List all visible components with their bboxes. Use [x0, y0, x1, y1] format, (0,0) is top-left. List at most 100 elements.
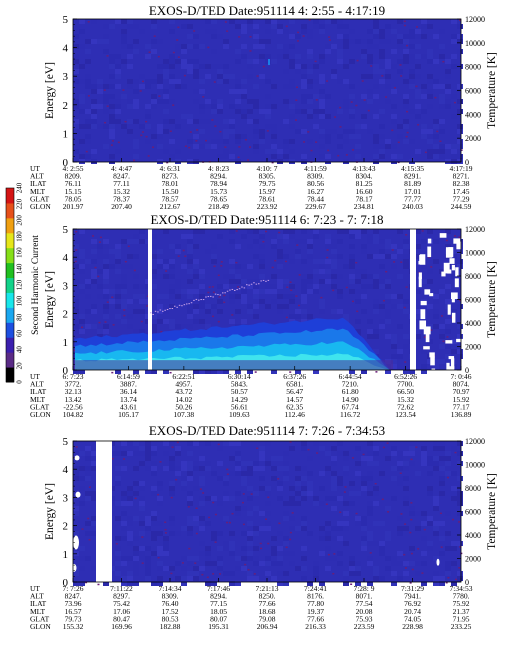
heatmap-cell	[187, 441, 193, 446]
heatmap-cell	[283, 461, 289, 466]
heatmap-cell	[235, 244, 241, 249]
heatmap-cell	[85, 309, 91, 314]
colorbar-swatch	[6, 262, 14, 279]
heatmap-cell	[343, 501, 349, 506]
heatmap-cell	[127, 119, 133, 124]
heatmap-cell	[415, 329, 421, 334]
table-cell: 15.15	[65, 187, 82, 196]
heatmap-cell	[433, 359, 439, 364]
heatmap-cell	[373, 94, 379, 99]
table-cell: 4: 2:55	[62, 164, 83, 173]
heatmap-cell	[181, 562, 184, 564]
heatmap-cell	[445, 566, 451, 571]
heatmap-cell	[325, 556, 331, 561]
heatmap-cell	[157, 144, 163, 149]
heatmap-cell	[151, 516, 157, 521]
heatmap-cell	[271, 561, 277, 566]
heatmap-cell	[229, 456, 235, 461]
heatmap-cell	[199, 79, 205, 84]
heatmap-cell	[247, 531, 253, 536]
heatmap-cell	[157, 546, 163, 551]
heatmap-cell	[145, 526, 151, 531]
heatmap-cell	[259, 54, 265, 59]
heatmap-cell	[361, 229, 367, 234]
table-cell: 8294.	[210, 592, 227, 601]
heatmap-cell	[241, 461, 247, 466]
heatmap-cell	[439, 54, 445, 59]
heatmap-cell	[349, 566, 355, 571]
heatmap-cell	[181, 114, 187, 119]
heatmap-cell	[451, 518, 454, 521]
heatmap-cell	[169, 99, 175, 104]
heatmap-cell	[391, 249, 394, 251]
heatmap-cell	[331, 476, 337, 481]
heatmap-cell	[319, 536, 325, 541]
heatmap-cell	[259, 299, 265, 304]
heatmap-cell	[301, 239, 307, 244]
heatmap-cell	[259, 44, 265, 49]
heatmap-cell	[367, 74, 373, 79]
heatmap-cell	[367, 501, 373, 506]
data-gap	[445, 340, 453, 344]
heatmap-cell	[423, 336, 426, 338]
y2-axis-label: Temperature [K]	[486, 261, 498, 338]
heatmap-cell	[319, 581, 325, 586]
heatmap-cell	[451, 39, 457, 44]
heatmap-cell	[121, 124, 127, 129]
heatmap-cell	[343, 466, 349, 471]
heatmap-cell	[307, 491, 313, 496]
heatmap-cell	[229, 299, 235, 304]
data-gap	[418, 260, 422, 265]
heatmap-cell	[433, 119, 439, 124]
heatmap-cell	[109, 264, 115, 269]
heatmap-cell	[285, 25, 288, 28]
heatmap-cell	[283, 466, 289, 471]
heatmap-cell	[307, 314, 313, 319]
colorbar-tick-label: 20	[16, 362, 24, 370]
heatmap-cell	[253, 104, 259, 109]
heatmap-cell	[253, 531, 259, 536]
heatmap-cell	[397, 69, 403, 74]
table-cell: 20.08	[356, 607, 373, 616]
heatmap-cell	[345, 286, 348, 289]
heatmap-cell	[409, 54, 415, 59]
heatmap-cell	[421, 369, 427, 374]
heatmap-cell	[115, 84, 121, 89]
heatmap-cell	[229, 581, 235, 586]
heatmap-cell	[373, 284, 379, 289]
heatmap-cell	[367, 274, 373, 279]
heatmap-cell	[367, 471, 373, 476]
table-cell: 79.73	[65, 614, 82, 623]
heatmap-cell	[403, 264, 409, 269]
heatmap-cell	[439, 456, 445, 461]
table-cell: 195.31	[208, 622, 229, 631]
heatmap-cell	[367, 234, 373, 239]
heatmap-cell	[193, 269, 199, 274]
y-tick-label: 0	[63, 157, 69, 169]
heatmap-cell	[110, 144, 113, 146]
heatmap-cell	[163, 466, 169, 471]
heatmap-cell	[337, 24, 343, 29]
heatmap-cell	[295, 295, 298, 297]
heatmap-cell	[355, 581, 361, 586]
table-cell: 7:21:13	[256, 584, 279, 593]
heatmap-cell	[303, 141, 306, 143]
heatmap-cell	[265, 149, 271, 154]
colorbar-tick-label: 160	[16, 247, 24, 258]
heatmap-cell	[328, 36, 331, 38]
heatmap-cell	[103, 269, 109, 274]
heatmap-cell	[140, 134, 143, 137]
heatmap-cell	[145, 451, 151, 456]
data-gap	[410, 229, 416, 370]
heatmap-cell	[277, 456, 283, 461]
heatmap-cell	[349, 129, 355, 134]
heatmap-cell	[373, 349, 379, 354]
heatmap-cell	[421, 581, 427, 586]
heatmap-cell	[235, 294, 241, 299]
heatmap-cell	[193, 521, 199, 526]
heatmap-cell	[391, 119, 397, 124]
heatmap-cell	[289, 34, 295, 39]
heatmap-cell	[277, 279, 283, 284]
heatmap-cell	[421, 239, 427, 244]
heatmap-cell	[259, 486, 265, 491]
